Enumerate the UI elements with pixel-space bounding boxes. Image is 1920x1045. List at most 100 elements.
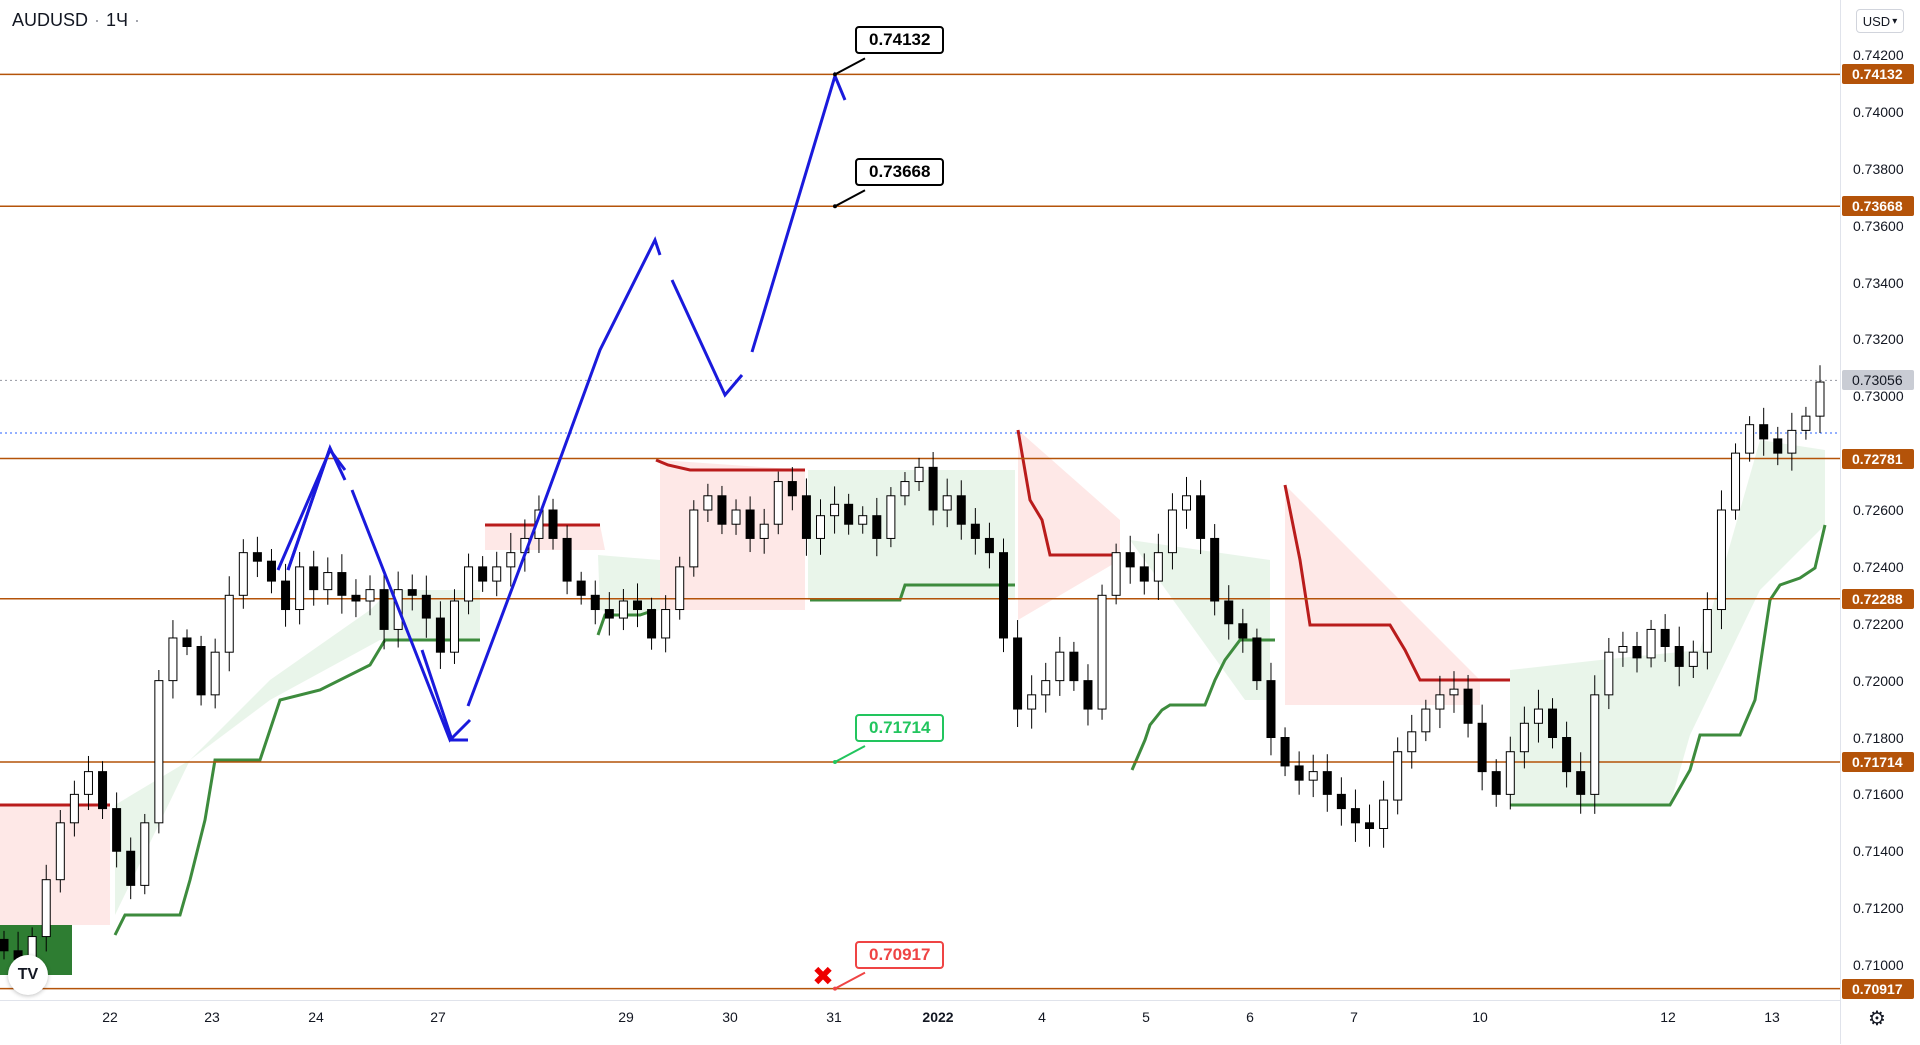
supertrend-line — [1510, 524, 1827, 807]
candle-body — [914, 466, 924, 483]
candle-body — [1576, 771, 1586, 795]
candle-body — [1702, 609, 1712, 653]
candle-body — [647, 609, 657, 639]
candle-body — [506, 552, 516, 568]
chevron-down-icon: ▾ — [1892, 15, 1898, 27]
candle-body — [1083, 680, 1093, 710]
candle-body — [126, 850, 136, 886]
callout-anchor — [833, 986, 837, 991]
interval-label[interactable]: 1Ч — [106, 10, 129, 30]
candle-body — [281, 580, 291, 611]
projection-path — [286, 444, 347, 571]
candle-body — [1238, 623, 1248, 639]
candle-body — [548, 509, 558, 539]
candle-body — [562, 537, 572, 582]
candle-body — [365, 589, 375, 602]
candle-body — [1716, 509, 1726, 611]
candle-body — [661, 609, 671, 639]
symbol-title[interactable]: AUDUSD · 1Ч · — [12, 10, 146, 31]
candle-body — [1815, 381, 1825, 417]
candle-body — [844, 503, 854, 525]
time-tick-label: 30 — [722, 1009, 738, 1025]
price-callout[interactable]: 0.74132 — [855, 26, 945, 55]
candle-body — [1125, 552, 1135, 568]
supertrend-line — [655, 458, 805, 472]
level-price-badge: 0.72781 — [1842, 448, 1914, 469]
time-tick-label: 7 — [1350, 1009, 1358, 1025]
candle-body — [1350, 808, 1360, 824]
candle-body — [886, 495, 896, 539]
candle-body — [1153, 552, 1163, 582]
candle-body — [745, 509, 755, 539]
supertrend-fill — [1510, 440, 1825, 805]
time-tick-label: 23 — [204, 1009, 220, 1025]
supertrend-line — [1283, 484, 1510, 682]
candle-body — [689, 509, 699, 568]
x-mark-icon: ✖ — [812, 962, 834, 992]
supertrend-fill — [1130, 540, 1270, 700]
supertrend-fill — [598, 555, 660, 615]
candle-body — [1041, 680, 1051, 696]
candle-body — [1027, 694, 1037, 710]
price-tick-label: 0.73800 — [1853, 160, 1904, 177]
time-tick-label: 2022 — [922, 1009, 954, 1025]
supertrend-line — [810, 583, 1015, 602]
candle-body — [196, 646, 206, 696]
candle-body — [351, 594, 361, 602]
price-tick-label: 0.73600 — [1853, 217, 1904, 234]
candle-body — [928, 466, 938, 511]
candle-body — [942, 495, 952, 511]
tradingview-logo-icon[interactable]: TV — [8, 955, 48, 995]
level-price-badge: 0.70917 — [1842, 978, 1914, 999]
projection-path — [750, 71, 847, 353]
level-price-badge: 0.74132 — [1842, 64, 1914, 85]
price-callout[interactable]: 0.71714 — [855, 713, 945, 742]
candle-body — [1013, 637, 1023, 710]
price-axis[interactable]: 0.74200 0.74000 0.73800 0.73600 0.73400 0.732… — [1840, 0, 1920, 1044]
candle-body — [492, 566, 502, 582]
candle-body — [337, 572, 347, 596]
candle-body — [1280, 737, 1290, 767]
projection-path — [420, 649, 468, 742]
candle-body — [1365, 822, 1375, 829]
chart-pane[interactable]: ✖ AUDUSD · 1Ч · 0.74132 0.73668 0.71714 0.7091… — [0, 0, 1840, 1044]
candle-body — [1801, 415, 1811, 431]
price-callout[interactable]: 0.73668 — [855, 158, 945, 187]
time-tick-label: 13 — [1764, 1009, 1780, 1025]
candle-body — [1322, 771, 1332, 795]
callout-pointer — [834, 971, 866, 990]
candle-body — [1477, 722, 1487, 773]
price-tick-label: 0.71400 — [1853, 843, 1904, 860]
candle-body — [675, 566, 685, 611]
supertrend-fill — [660, 460, 805, 610]
candle-body — [1688, 651, 1698, 667]
candle-body — [999, 552, 1009, 639]
candle-body — [787, 481, 797, 497]
price-tick-label: 0.73000 — [1853, 388, 1904, 405]
candle-body — [1604, 651, 1614, 696]
time-axis[interactable]: 22 23 24 27 29 30 31 2022 4 5 6 7 10 12 13 — [0, 1000, 1840, 1045]
gear-icon[interactable]: ⚙ — [1868, 1008, 1886, 1030]
candle-body — [1210, 537, 1220, 602]
current-price-badge: 0.73056 — [1842, 370, 1914, 391]
price-chart[interactable]: ✖ — [0, 0, 1840, 1044]
candle-body — [759, 523, 769, 539]
price-tick-label: 0.71600 — [1853, 786, 1904, 803]
supertrend-line — [1130, 638, 1275, 771]
callout-pointer — [834, 57, 866, 76]
candle-body — [1463, 688, 1473, 724]
candle-body — [252, 552, 262, 562]
candle-body — [604, 609, 614, 619]
separator: · — [94, 10, 101, 30]
candle-body — [830, 503, 840, 517]
callout-pointer — [834, 745, 866, 763]
price-tick-label: 0.72000 — [1853, 672, 1904, 689]
candle-body — [1505, 751, 1515, 795]
currency-button[interactable]: USD ▾ — [1856, 9, 1904, 33]
candle-body — [98, 771, 108, 810]
candle-body — [1660, 628, 1670, 647]
price-callout[interactable]: 0.70917 — [855, 940, 945, 969]
supertrend-fill — [1018, 430, 1120, 620]
price-tick-label: 0.72400 — [1853, 558, 1904, 575]
candle-body — [1055, 651, 1065, 682]
